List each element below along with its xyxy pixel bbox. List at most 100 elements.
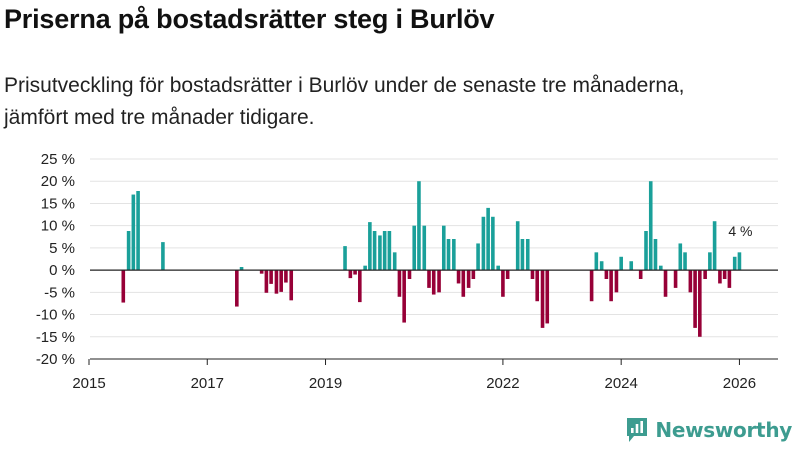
bar — [609, 270, 613, 302]
bar — [688, 270, 693, 293]
bar — [722, 270, 727, 279]
bar — [727, 270, 732, 288]
bar — [712, 221, 717, 271]
bar — [653, 239, 658, 271]
bar — [703, 270, 707, 279]
bar — [545, 270, 550, 324]
bar — [412, 225, 417, 271]
bar — [437, 270, 441, 293]
y-tick-label: -10 % — [36, 307, 75, 324]
subtitle-line-1: Prisutveckling för bostadsrätter i Burlö… — [4, 74, 685, 97]
last-value-label: 4 % — [728, 223, 752, 239]
bar — [589, 270, 594, 302]
bar — [235, 270, 239, 307]
bar — [422, 225, 427, 271]
x-tick-label: 2017 — [191, 375, 224, 392]
bar — [604, 270, 609, 279]
bar — [663, 270, 668, 297]
bar — [471, 270, 476, 279]
y-tick-label: 20 % — [41, 173, 75, 190]
y-tick-label: -20 % — [36, 351, 75, 368]
newsworthy-logo-icon — [627, 418, 648, 442]
bar — [372, 231, 377, 271]
bar — [535, 270, 540, 302]
bar — [683, 252, 687, 271]
bar — [264, 270, 269, 293]
bar — [476, 243, 480, 271]
bar — [427, 270, 431, 288]
bar — [358, 270, 362, 303]
x-tick-label: 2022 — [486, 375, 519, 392]
bar — [402, 270, 406, 323]
y-tick-label: 0 % — [49, 262, 75, 279]
bar — [353, 270, 357, 275]
bar — [648, 181, 653, 271]
bar — [259, 270, 264, 274]
bar — [466, 270, 471, 288]
y-tick-label: -5 % — [44, 284, 75, 301]
bar — [121, 270, 126, 303]
bar — [540, 270, 545, 328]
bar — [619, 256, 623, 271]
bar — [284, 270, 288, 283]
bar — [126, 231, 131, 271]
bar — [594, 252, 599, 271]
bar — [708, 252, 712, 271]
bar — [505, 270, 510, 279]
bar — [658, 265, 663, 271]
bar — [644, 231, 648, 271]
bar — [363, 265, 367, 271]
bar — [274, 270, 279, 294]
bar — [407, 270, 412, 279]
bar — [732, 256, 737, 271]
bar — [515, 221, 520, 271]
bar — [698, 270, 702, 337]
bar — [481, 216, 486, 271]
bar — [599, 261, 604, 271]
bar — [279, 270, 283, 292]
y-tick-label: 15 % — [41, 195, 75, 212]
bar — [501, 270, 505, 297]
bar — [136, 191, 140, 271]
bar — [392, 252, 397, 271]
bar — [417, 181, 421, 271]
bar — [496, 265, 500, 271]
bar — [431, 270, 436, 295]
bar — [718, 270, 722, 284]
bar — [441, 225, 446, 271]
subtitle-line-2: jämfört med tre månader tidigare. — [4, 106, 315, 129]
y-tick-label: 25 % — [41, 151, 75, 168]
chart-title: Priserna på bostadsrätter steg i Burlöv — [4, 4, 495, 34]
bar — [397, 270, 402, 297]
bar — [161, 242, 165, 271]
bar — [486, 207, 490, 271]
bar — [456, 270, 461, 284]
bar — [269, 270, 273, 284]
bar — [446, 239, 451, 271]
chart-subtitle: Prisutveckling för bostadsrätter i Burlö… — [4, 70, 794, 134]
bar — [525, 239, 530, 271]
x-tick-label: 2015 — [72, 375, 105, 392]
y-tick-label: -15 % — [36, 329, 75, 346]
bar — [491, 216, 495, 271]
bar — [693, 270, 697, 328]
bar — [368, 222, 372, 271]
bar — [638, 270, 643, 279]
x-tick-label: 2026 — [723, 375, 756, 392]
bar — [614, 270, 619, 293]
bar — [520, 239, 525, 271]
bar — [678, 243, 683, 271]
brand-logo[interactable]: Newsworthy — [625, 416, 792, 444]
bar — [378, 235, 382, 271]
bar — [239, 267, 244, 271]
bar — [461, 270, 466, 297]
bar — [131, 194, 136, 271]
bar — [737, 252, 742, 271]
y-tick-label: 10 % — [41, 218, 75, 235]
bar — [452, 239, 456, 271]
bar — [343, 246, 347, 271]
bar — [382, 231, 387, 271]
bar — [530, 270, 535, 279]
bar — [348, 270, 353, 279]
